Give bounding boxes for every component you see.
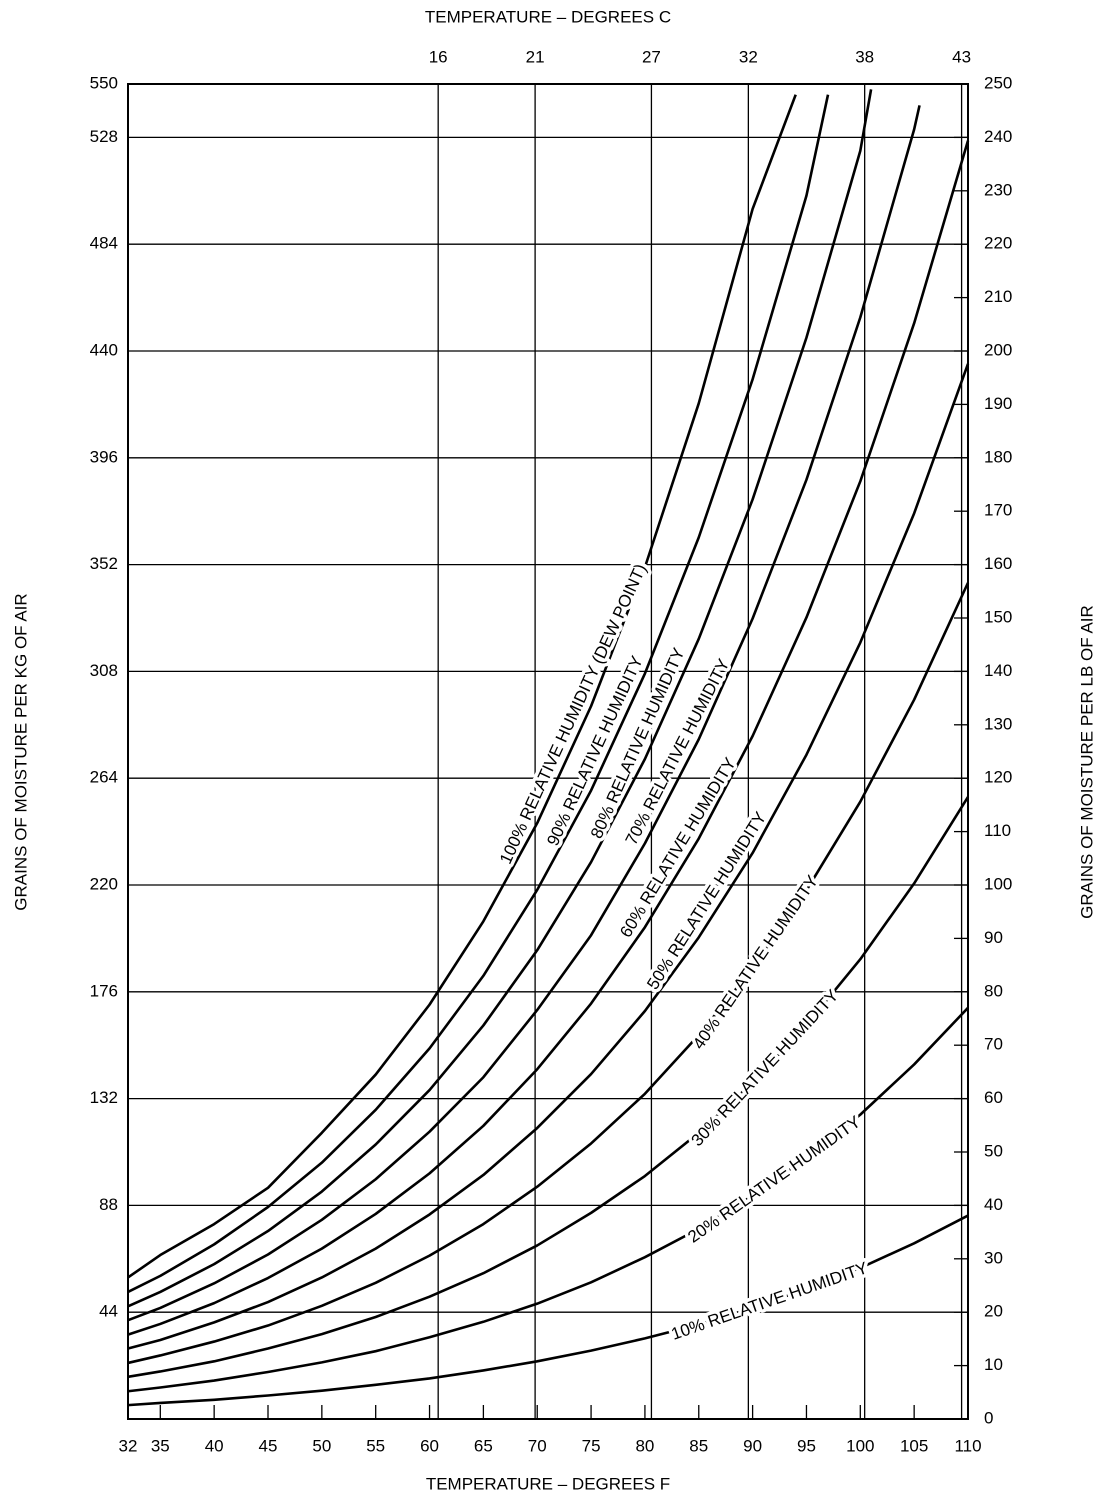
y2-tick-label: 40 bbox=[984, 1195, 1003, 1214]
x2-axis-title: TEMPERATURE – DEGREES C bbox=[425, 7, 671, 26]
humidity-curve bbox=[127, 105, 921, 1322]
y2-tick-label: 160 bbox=[984, 554, 1012, 573]
y-tick-label: 44 bbox=[99, 1302, 118, 1321]
y-axis-title: GRAINS OF MOISTURE PER KG OF AIR bbox=[11, 593, 30, 910]
x-tick-label: 60 bbox=[420, 1436, 439, 1455]
y-tick-label: 88 bbox=[99, 1195, 118, 1214]
y2-tick-label: 200 bbox=[984, 340, 1012, 359]
x2-tick-label: 16 bbox=[429, 47, 448, 66]
y2-tick-label: 190 bbox=[984, 394, 1012, 413]
x-tick-label: 100 bbox=[846, 1436, 874, 1455]
x-tick-label: 105 bbox=[900, 1436, 928, 1455]
y2-tick-label: 100 bbox=[984, 874, 1012, 893]
y-tick-label: 176 bbox=[90, 981, 118, 1000]
y2-tick-label: 70 bbox=[984, 1035, 1003, 1054]
x-tick-label: 80 bbox=[635, 1436, 654, 1455]
y-tick-label: 352 bbox=[90, 554, 118, 573]
y2-tick-label: 220 bbox=[984, 234, 1012, 253]
y2-tick-label: 120 bbox=[984, 768, 1012, 787]
humidity-curve bbox=[127, 94, 797, 1279]
x-tick-label: 55 bbox=[366, 1436, 385, 1455]
x2-tick-label: 27 bbox=[642, 47, 661, 66]
y2-tick-label: 140 bbox=[984, 661, 1012, 680]
y-tick-label: 308 bbox=[90, 661, 118, 680]
x-axis-title: TEMPERATURE – DEGREES F bbox=[426, 1474, 670, 1493]
y-tick-label: 528 bbox=[90, 127, 118, 146]
humidity-curve bbox=[127, 94, 830, 1294]
x-tick-label: 90 bbox=[743, 1436, 762, 1455]
x-tick-label: 35 bbox=[151, 1436, 170, 1455]
plot-frame bbox=[127, 83, 969, 1420]
y2-tick-label: 60 bbox=[984, 1088, 1003, 1107]
x-tick-label: 85 bbox=[689, 1436, 708, 1455]
x2-tick-label: 38 bbox=[855, 47, 874, 66]
y2-tick-label: 170 bbox=[984, 501, 1012, 520]
y-tick-label: 484 bbox=[90, 234, 118, 253]
y2-tick-label: 30 bbox=[984, 1248, 1003, 1267]
x2-tick-label: 43 bbox=[952, 47, 971, 66]
y2-tick-label: 0 bbox=[984, 1408, 993, 1427]
humidity-curve bbox=[127, 796, 970, 1379]
y2-tick-label: 90 bbox=[984, 928, 1003, 947]
humidity-curve bbox=[127, 140, 970, 1336]
y-tick-label: 396 bbox=[90, 447, 118, 466]
x-tick-label: 95 bbox=[797, 1436, 816, 1455]
y2-tick-label: 210 bbox=[984, 287, 1012, 306]
y2-axis-title: GRAINS OF MOISTURE PER LB OF AIR bbox=[1077, 605, 1096, 919]
humidity-curve bbox=[127, 89, 873, 1308]
x-tick-label: 75 bbox=[582, 1436, 601, 1455]
x2-tick-label: 32 bbox=[739, 47, 758, 66]
humidity-curve bbox=[127, 1214, 969, 1407]
x-tick-label: 45 bbox=[259, 1436, 278, 1455]
y2-tick-label: 240 bbox=[984, 127, 1012, 146]
y-tick-label: 440 bbox=[90, 340, 118, 359]
y-tick-label: 132 bbox=[90, 1088, 118, 1107]
humidity-curve bbox=[127, 1006, 969, 1393]
y-tick-label: 264 bbox=[90, 768, 118, 787]
y2-tick-label: 180 bbox=[984, 447, 1012, 466]
y2-tick-label: 50 bbox=[984, 1141, 1003, 1160]
x-tick-label: 110 bbox=[954, 1436, 981, 1455]
y2-tick-label: 20 bbox=[984, 1302, 1003, 1321]
x-tick-label: 70 bbox=[528, 1436, 547, 1455]
y2-tick-label: 80 bbox=[984, 981, 1003, 1000]
y2-tick-label: 110 bbox=[984, 821, 1011, 840]
y2-tick-label: 130 bbox=[984, 714, 1012, 733]
y2-tick-label: 10 bbox=[984, 1355, 1003, 1374]
y-tick-label: 550 bbox=[90, 73, 118, 92]
y2-tick-label: 250 bbox=[984, 73, 1012, 92]
x-tick-label: 65 bbox=[474, 1436, 493, 1455]
humidity-curve bbox=[127, 363, 970, 1350]
x-tick-label: 50 bbox=[312, 1436, 331, 1455]
y2-tick-label: 230 bbox=[984, 180, 1012, 199]
x-tick-label: 40 bbox=[205, 1436, 224, 1455]
humidity-curve bbox=[127, 582, 970, 1365]
y-tick-label: 220 bbox=[90, 874, 118, 893]
x2-tick-label: 21 bbox=[526, 47, 545, 66]
y2-tick-label: 150 bbox=[984, 607, 1012, 626]
x-tick-label: 32 bbox=[119, 1436, 138, 1455]
